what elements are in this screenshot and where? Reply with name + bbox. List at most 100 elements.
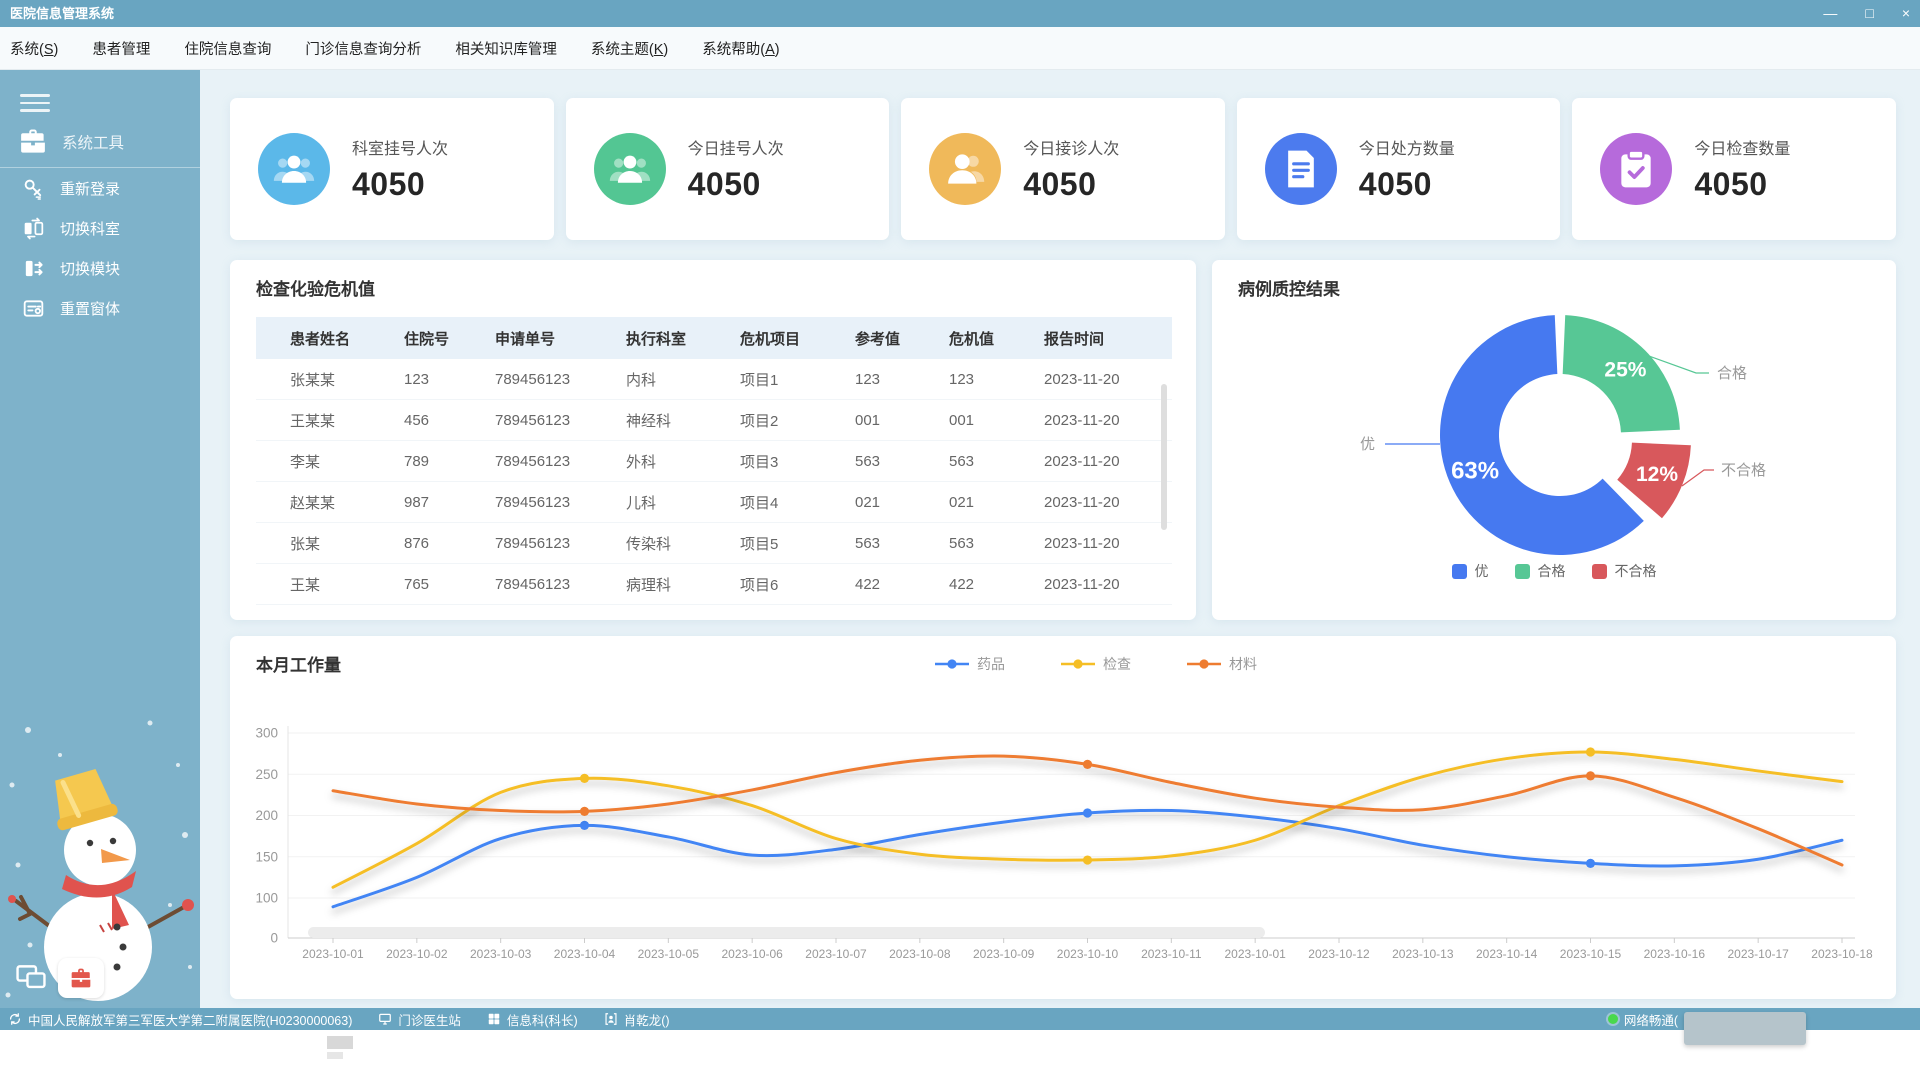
sidebar-item-3[interactable]: 切换模块 [0,248,200,288]
table-row-4[interactable]: 赵某某 987 789456123 儿科 项目4 021 021 2023-11-20 [256,482,1172,523]
legend-label: 优 [1474,563,1489,579]
x-axis-label: 2023-10-14 [1476,947,1538,961]
donut-legend: 优 合格 不合格 [1212,561,1896,581]
sidebar-group-label: 系统工具 [62,135,125,152]
workload-panel-title: 本月工作量 [256,656,341,675]
table-cell: 456 [404,411,430,429]
y-axis-label: 300 [255,726,278,741]
legend-marker [1061,659,1095,669]
network-status[interactable]: 网络畅通( [1607,1008,1678,1030]
maximize-button[interactable]: □ [1865,5,1874,21]
x-axis-label: 2023-10-07 [805,947,867,961]
table-cell: 123 [949,370,975,388]
stat-card-value: 4050 [1694,166,1768,202]
table-row-5[interactable]: 张某 876 789456123 传染科 项目5 563 563 2023-11-20 [256,523,1172,564]
x-axis-label: 2023-10-16 [1644,947,1706,961]
table-cell: 123 [855,370,881,388]
menu-item-1[interactable]: 系统(S) [10,41,59,58]
close-button[interactable]: × [1901,5,1910,21]
sidebar-item-label: 重新登录 [60,180,121,198]
stat-card-label: 科室挂号人次 [352,141,449,158]
statusbar-item-1[interactable]: 门诊医生站 [378,1010,461,1029]
crisis-values-panel: 检查化验危机值 患者姓名 住院号 申请单号 执行科室 危机项目 参考值 危机值 报告时间 张某某… [230,260,1196,620]
stat-card-value: 4050 [1023,166,1097,202]
table-cell: 563 [949,534,975,552]
table-row-3[interactable]: 李某 789 789456123 外科 项目3 563 563 2023-11-20 [256,441,1172,482]
table-cell: 项目6 [740,576,779,594]
table-cell: 项目2 [740,412,779,430]
donut-slice-合格 [1562,315,1680,433]
menu-item-7[interactable]: 系统帮助(A) [702,41,780,58]
donut-label-优: 63% [1451,458,1499,485]
sidebar-item-1[interactable]: 重新登录 [0,168,200,208]
menu-item-5[interactable]: 相关知识库管理 [455,41,557,58]
donut-slice-优 [1440,315,1644,555]
table-header-row: 患者姓名 住院号 申请单号 执行科室 危机项目 参考值 危机值 报告时间 [256,317,1172,359]
table-cell: 001 [949,411,975,429]
data-point-材料 [1082,759,1093,769]
donut-legend-item-不合格[interactable]: 不合格 [1591,561,1657,581]
line-legend-item-材料[interactable]: 材料 [1187,654,1257,674]
legend-swatch [1591,563,1607,579]
sidebar-item-4[interactable]: 重置窗体 [0,288,200,328]
stat-cards-row: 科室挂号人次 4050 今日挂号人次 4050 今日接诊人次 4050 今日处方数量 4050… [230,98,1896,240]
table-cell: 2023-11-20 [1044,575,1120,593]
table-cell: 2023-11-20 [1044,370,1120,388]
stat-card-label: 今日挂号人次 [687,141,784,158]
x-axis-label: 2023-10-05 [638,947,700,961]
toolbox-app-icon[interactable] [58,958,104,998]
table-cell: 021 [949,493,975,511]
table-row-1[interactable]: 张某某 123 789456123 内科 项目1 123 123 2023-11-20 [256,359,1172,400]
hamburger-menu-icon[interactable] [20,94,50,117]
sidebar-item-2[interactable]: 切换科室 [0,208,200,248]
table-header-cell: 报告时间 [1044,330,1105,348]
menu-item-6[interactable]: 系统主题(K) [590,41,669,58]
legend-label: 药品 [977,656,1005,672]
minimize-button[interactable]: — [1823,5,1838,21]
statusbar-item-3[interactable]: 肖乾龙() [604,1010,670,1029]
table-header-cell: 危机项目 [740,330,801,348]
menu-item-2[interactable]: 患者管理 [92,41,151,58]
line-chart-legend: 药品 检查 材料 [935,654,1257,674]
table-cell: 987 [404,493,430,511]
statusbar-item-label: 肖乾龙() [623,1013,670,1028]
table-row-6[interactable]: 王某 765 789456123 病理科 项目6 422 422 2023-11-20 [256,564,1172,605]
table-cell: 项目1 [740,371,779,389]
menu-item-4[interactable]: 门诊信息查询分析 [305,41,422,58]
legend-marker [935,659,969,669]
legend-swatch [1451,563,1467,579]
donut-legend-item-合格[interactable]: 合格 [1514,561,1566,581]
x-axis-label: 2023-10-17 [1727,947,1789,961]
table-cell: 021 [855,493,881,511]
stat-card-text: 今日接诊人次 4050 [1023,135,1119,203]
donut-callout-label: 不合格 [1721,462,1766,479]
table-cell: 789456123 [495,452,571,470]
table-cell: 儿科 [626,494,657,512]
table-header-cell: 执行科室 [626,330,687,348]
line-legend-item-检查[interactable]: 检查 [1061,654,1131,674]
devices-icon[interactable] [12,960,50,994]
table-cell: 项目5 [740,535,779,553]
menu-item-3[interactable]: 住院信息查询 [184,41,272,58]
statusbar-item-2[interactable]: 信息科(科长) [487,1010,578,1029]
workload-line-chart: 0 100 150 200 250 300 2023-10-01 2023-10-02 2023… [255,726,1873,962]
x-axis-label: 2023-10-01 [1224,947,1286,961]
table-row-2[interactable]: 王某某 456 789456123 神经科 项目2 001 001 2023-11-20 [256,400,1172,441]
donut-slice-不合格 [1617,442,1691,519]
donut-legend-item-优[interactable]: 优 [1451,561,1489,581]
stat-card-5: 今日检查数量 4050 [1572,98,1896,240]
quality-control-panel: 病例质控结果 25% 12% 63% 优合格 不合格 优合格 不合格 [1212,260,1896,620]
window-title: 医院信息管理系统 [10,6,115,21]
table-scrollbar[interactable] [1161,384,1167,530]
sidebar: 系统工具 重新登录切换科室 切换模块 重置窗体 [0,70,200,1008]
line-legend-item-药品[interactable]: 药品 [935,654,1005,674]
sidebar-group-system-tools[interactable]: 系统工具 [0,118,200,166]
statusbar-item-label: 信息科(科长) [506,1013,578,1028]
app-window: 医院信息管理系统 — □ × 系统(S) 患者管理 住院信息查询 门诊信息查询分析 相关… [0,0,1920,1030]
table-cell: 789456123 [495,411,571,429]
table-cell: 病理科 [626,576,672,594]
x-axis-label: 2023-10-11 [1141,947,1202,961]
donut-label-不合格: 12% [1636,463,1678,486]
chart-datazoom-slider[interactable] [308,927,1265,938]
legend-label: 检查 [1103,656,1131,672]
